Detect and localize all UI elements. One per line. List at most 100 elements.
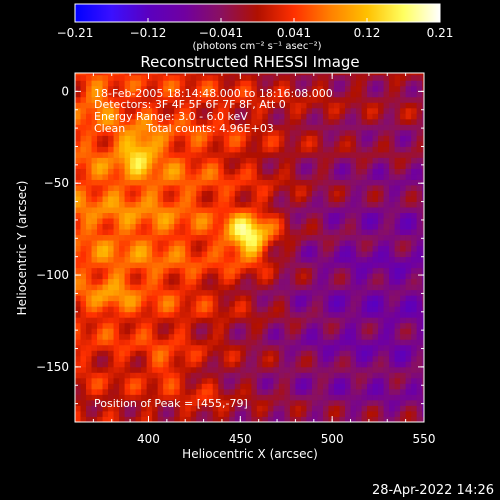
heatmap-cell	[394, 96, 401, 103]
heatmap-cell	[201, 146, 208, 153]
heatmap-cell	[289, 91, 296, 98]
heatmap-cell	[234, 80, 241, 87]
heatmap-cell	[97, 96, 103, 103]
heatmap-cell	[141, 256, 148, 263]
heatmap-cell	[367, 267, 373, 274]
heatmap-cell	[130, 234, 137, 241]
heatmap-cell	[284, 102, 291, 109]
heatmap-cell	[378, 124, 384, 131]
heatmap-cell	[256, 300, 263, 307]
heatmap-cell	[372, 372, 379, 379]
heatmap-cell	[119, 366, 125, 373]
heatmap-cell	[75, 124, 81, 131]
heatmap-cell	[311, 300, 318, 307]
heatmap-cell	[212, 388, 219, 395]
heatmap-cell	[339, 140, 346, 147]
heatmap-cell	[234, 383, 241, 390]
heatmap-cell	[284, 377, 291, 384]
heatmap-cell	[91, 234, 98, 241]
heatmap-cell	[311, 267, 318, 274]
heatmap-cell	[102, 223, 109, 230]
heatmap-cell	[345, 295, 351, 302]
heatmap-cell	[416, 157, 423, 164]
heatmap-cell	[345, 118, 351, 125]
heatmap-cell	[223, 251, 230, 258]
heatmap-cell	[190, 333, 197, 340]
heatmap-cell	[383, 146, 390, 153]
heatmap-cell	[80, 91, 87, 98]
heatmap-cell	[339, 107, 346, 114]
heatmap-cell	[212, 289, 219, 296]
heatmap-cell	[218, 350, 225, 357]
heatmap-cell	[157, 91, 164, 98]
heatmap-cell	[130, 372, 137, 379]
heatmap-cell	[157, 405, 164, 412]
heatmap-cell	[262, 129, 269, 136]
heatmap-cell	[273, 102, 280, 109]
heatmap-cell	[86, 102, 92, 109]
heatmap-cell	[262, 229, 269, 236]
heatmap-cell	[174, 96, 181, 103]
heatmap-cell	[262, 350, 269, 357]
heatmap-cell	[333, 317, 340, 324]
heatmap-cell	[234, 317, 241, 324]
heatmap-cell	[146, 377, 153, 384]
heatmap-cell	[102, 157, 109, 164]
heatmap-cell	[130, 91, 137, 98]
heatmap-cell	[141, 251, 148, 258]
heatmap-cell	[333, 251, 340, 258]
heatmap-cell	[108, 410, 114, 417]
heatmap-cell	[157, 151, 164, 158]
heatmap-cell	[295, 96, 302, 103]
heatmap-cell	[163, 185, 170, 191]
heatmap-cell	[367, 129, 373, 136]
heatmap-cell	[328, 234, 335, 241]
heatmap-cell	[378, 179, 384, 186]
heatmap-cell	[333, 212, 340, 219]
heatmap-cell	[146, 284, 153, 291]
heatmap-cell	[113, 229, 120, 236]
heatmap-cell	[141, 91, 148, 98]
heatmap-cell	[119, 245, 125, 252]
heatmap-cell	[201, 350, 208, 357]
heatmap-cell	[146, 251, 153, 258]
heatmap-cell	[273, 207, 280, 213]
heatmap-cell	[339, 179, 346, 186]
heatmap-cell	[201, 306, 208, 313]
heatmap-cell	[361, 74, 368, 81]
heatmap-cell	[196, 361, 203, 368]
heatmap-cell	[256, 157, 263, 164]
heatmap-cell	[135, 73, 142, 76]
heatmap-cell	[218, 185, 225, 191]
heatmap-cell	[372, 383, 379, 390]
heatmap-cell	[207, 300, 214, 307]
heatmap-cell	[185, 410, 192, 417]
heatmap-cell	[394, 113, 401, 120]
heatmap-cell	[267, 157, 274, 164]
heatmap-cell	[174, 377, 181, 384]
heatmap-cell	[223, 196, 230, 202]
heatmap-cell	[262, 394, 269, 401]
heatmap-cell	[124, 344, 131, 351]
heatmap-cell	[240, 317, 247, 324]
heatmap-cell	[322, 267, 329, 274]
heatmap-cell	[416, 350, 423, 357]
heatmap-cell	[383, 355, 390, 362]
heatmap-cell	[207, 113, 214, 120]
heatmap-cell	[174, 140, 181, 147]
heatmap-cell	[168, 388, 175, 395]
heatmap-cell	[245, 361, 252, 368]
heatmap-cell	[262, 185, 269, 191]
heatmap-cell	[80, 262, 87, 269]
heatmap-cell	[146, 102, 153, 109]
heatmap-cell	[245, 262, 252, 269]
heatmap-cell	[306, 388, 313, 395]
heatmap-cell	[394, 91, 401, 98]
heatmap-cell	[278, 107, 285, 114]
heatmap-cell	[311, 394, 318, 401]
heatmap-cell	[372, 163, 379, 169]
heatmap-cell	[251, 102, 258, 109]
heatmap-cell	[333, 163, 340, 169]
heatmap-cell	[372, 284, 379, 291]
heatmap-cell	[135, 317, 142, 324]
